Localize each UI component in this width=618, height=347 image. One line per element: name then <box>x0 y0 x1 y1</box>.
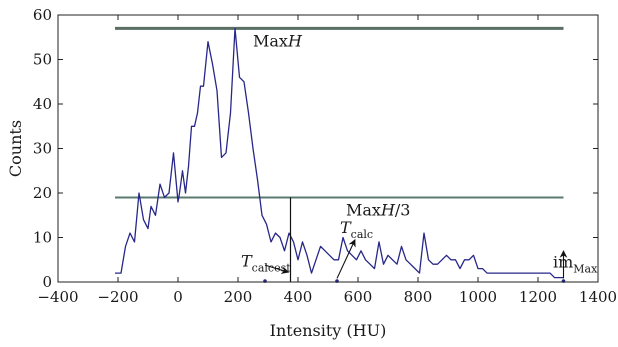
x-tick-label: 600 <box>344 288 373 306</box>
immax-label: imMax <box>553 252 598 275</box>
y-axis-title: Counts <box>6 120 25 177</box>
y-tick-label: 40 <box>33 95 52 113</box>
threshold-lines: MaxH MaxH/3 <box>115 26 564 219</box>
x-axis-title: Intensity (HU) <box>270 321 387 340</box>
y-tick-label: 30 <box>33 140 52 158</box>
tcalc-arrow <box>336 239 356 279</box>
maxh-label: MaxH <box>253 31 303 50</box>
tcalc-label: Tcalc <box>340 218 373 241</box>
x-tick-label: 1200 <box>519 288 557 306</box>
x-tick-label: −200 <box>97 288 138 306</box>
series-line-0 <box>115 27 564 279</box>
x-tick-label: 1400 <box>579 288 617 306</box>
x-tick-label: 800 <box>404 288 433 306</box>
histogram-series <box>115 27 564 279</box>
x-tick-label: 400 <box>284 288 313 306</box>
y-tick-label: 0 <box>42 273 52 291</box>
plot-frame <box>57 14 599 283</box>
tcalcest-arrow <box>264 264 290 274</box>
y-tick-label: 20 <box>33 184 52 202</box>
x-tick-label: 1000 <box>459 288 497 306</box>
y-tick-label: 60 <box>33 6 52 24</box>
maxh-third-label: MaxH/3 <box>346 200 410 219</box>
x-tick-label: −400 <box>37 288 78 306</box>
x-axis-ticks: −400 −200 0 200 400 600 800 1000 1200 1400 <box>37 15 617 306</box>
y-axis-ticks: 0 10 20 30 40 50 60 <box>33 6 598 291</box>
x-tick-label: 200 <box>224 288 253 306</box>
y-tick-label: 10 <box>33 229 52 247</box>
y-tick-label: 50 <box>33 51 52 69</box>
x-tick-label: 0 <box>173 288 183 306</box>
